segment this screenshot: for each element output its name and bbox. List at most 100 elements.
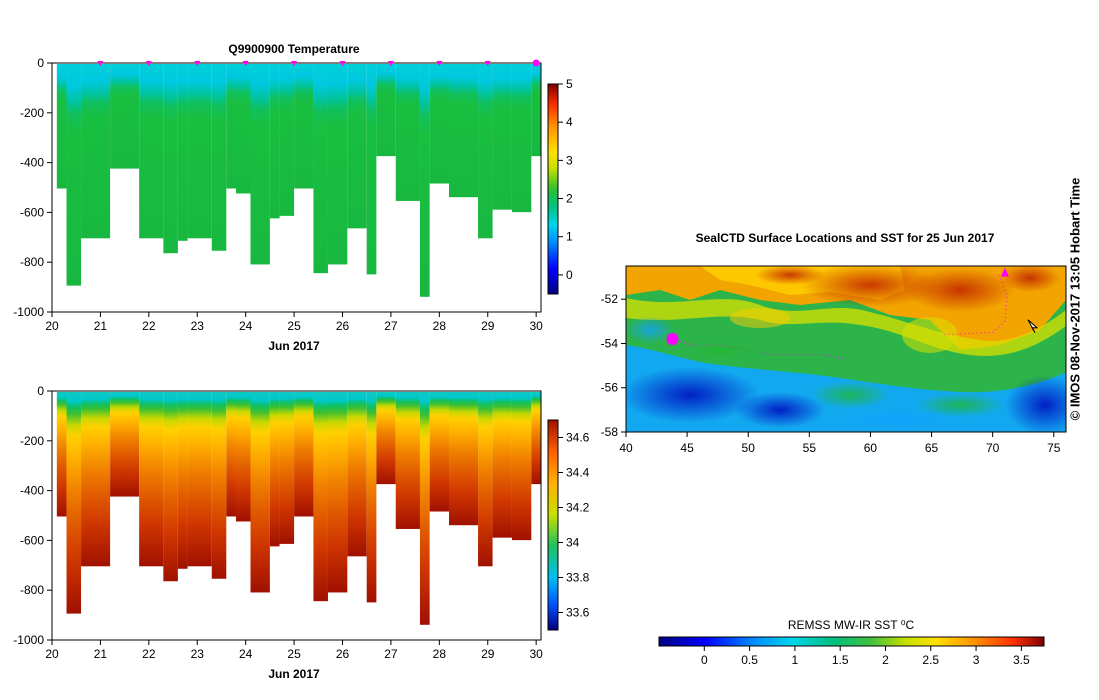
profile-cast: [250, 392, 270, 593]
copyright-note-wrapper: © IMOS 08-Nov-2017 13:05 Hobart Time: [1064, 158, 1086, 440]
y-tick-label: -600: [20, 533, 44, 547]
salinity-section-panel: 20 21 22 23 24 25 26 27 28 29 30 0 -200 -400 -600 -800…: [13, 384, 589, 681]
colorbar-tick-label: 34.6: [566, 431, 590, 445]
x-tick-label: 24: [239, 647, 253, 661]
y-tick-label: -200: [20, 434, 44, 448]
profile-cast: [56, 64, 67, 189]
profile-cast: [531, 392, 541, 485]
sst-colorbar-tick-label: 0.5: [741, 653, 758, 667]
map-longitude-axis: 40 45 50 55 60 65 70 75: [619, 432, 1061, 455]
sst-colorbar-ticks: 0 0.5 1 1.5 2 2.5 3 3.5: [701, 646, 1030, 667]
x-tick-label: 26: [336, 647, 350, 661]
temperature-colorbar: [547, 83, 559, 295]
sst-colorbar-tick-label: 1: [792, 653, 799, 667]
x-tick-label: 21: [94, 319, 108, 333]
lon-tick-label: 70: [986, 441, 1000, 455]
x-tick-label: 24: [239, 319, 253, 333]
profile-cast: [347, 392, 367, 557]
salinity-colorbar-ticks: 33.6 33.8 34 34.2 34.4 34.6: [558, 431, 590, 620]
profile-cast: [139, 392, 164, 567]
temperature-x-axis: 20 21 22 23 24 25 26 27 28 29 30: [45, 312, 543, 333]
x-tick-label: 23: [191, 319, 205, 333]
profile-cast: [211, 392, 227, 579]
profile-cast: [449, 64, 479, 198]
x-tick-label: 26: [336, 319, 350, 333]
profile-cast: [163, 392, 178, 582]
x-tick-label: 29: [481, 319, 495, 333]
colorbar-tick-label: 34: [566, 536, 580, 550]
profile-cast: [187, 64, 212, 239]
temperature-y-axis: 0 -200 -400 -600 -800 -1000: [13, 56, 52, 319]
map-frame: [625, 265, 1067, 433]
profile-cast: [177, 64, 188, 241]
y-tick-label: -400: [20, 156, 44, 170]
sst-colorbar-tick-label: 1.5: [832, 653, 849, 667]
profile-cast: [250, 64, 270, 265]
profile-cast: [269, 64, 280, 219]
colorbar-tick-label: 34.2: [566, 501, 590, 515]
temperature-colorbar-ticks: 0 1 2 3 4 5: [558, 77, 573, 282]
x-tick-label: 28: [433, 647, 447, 661]
profile-cast: [395, 392, 420, 529]
temperature-x-label: Jun 2017: [268, 339, 320, 353]
profile-cast: [163, 64, 178, 254]
profile-cast: [419, 392, 430, 625]
profile-cast: [492, 392, 512, 538]
profile-cast: [211, 64, 227, 251]
colorbar-tick-label: 0: [566, 268, 573, 282]
x-tick-label: 20: [45, 647, 59, 661]
profile-cast: [226, 64, 236, 189]
sst-colorbar-tick-label: 2: [882, 653, 889, 667]
surface-marker: [436, 61, 443, 66]
profile-cast: [187, 392, 212, 567]
x-tick-label: 27: [384, 319, 398, 333]
x-tick-label: 30: [529, 647, 543, 661]
profile-cast: [177, 392, 188, 569]
temperature-section-panel: Q9900900 Temperature 20 21 22 23 24 25 26 27 28 2…: [13, 42, 573, 353]
profile-cast: [347, 64, 367, 229]
sst-map-panel: SealCTD Surface Locations and SST for 25…: [601, 231, 1067, 667]
surface-marker: [97, 61, 104, 66]
lon-tick-label: 50: [742, 441, 756, 455]
seal-location-blob: [666, 333, 679, 346]
map-latitude-axis: -52 -54 -56 -58: [601, 292, 626, 439]
sst-field: [626, 266, 1066, 432]
profile-cast: [429, 64, 450, 184]
profile-cast: [366, 64, 377, 275]
surface-marker: [291, 61, 298, 66]
salinity-plot-frame: [51, 390, 542, 641]
sst-colorbar-tick-label: 0: [701, 653, 708, 667]
profile-cast: [327, 392, 348, 593]
latest-marker: [532, 59, 540, 67]
sst-colorbar-tick-label: 3.5: [1013, 653, 1030, 667]
profile-cast: [81, 392, 111, 567]
lat-tick-label: -58: [601, 425, 619, 439]
salinity-y-axis: 0 -200 -400 -600 -800 -1000: [13, 384, 52, 647]
surface-marker: [242, 61, 249, 66]
lat-tick-label: -54: [601, 336, 619, 350]
lat-tick-label: -56: [601, 381, 619, 395]
surface-marker: [145, 61, 152, 66]
map-tracks: [666, 267, 1039, 360]
profile-cast: [419, 64, 430, 297]
x-tick-label: 22: [142, 647, 156, 661]
colorbar-tick-label: 2: [566, 192, 573, 206]
profile-cast: [511, 64, 532, 213]
sst-colorbar-tick-label: 3: [973, 653, 980, 667]
profile-cast: [492, 64, 512, 210]
sst-colorbar: [658, 636, 1045, 647]
profile-cast: [110, 392, 140, 497]
salinity-x-axis: 20 21 22 23 24 25 26 27 28 29 30: [45, 640, 543, 661]
profile-cast: [226, 392, 236, 517]
profile-cast: [66, 392, 82, 614]
surface-marker: [194, 61, 201, 66]
lat-tick-label: -52: [601, 292, 619, 306]
y-tick-label: 0: [37, 56, 44, 70]
x-tick-label: 20: [45, 319, 59, 333]
profile-cast: [110, 64, 140, 169]
x-tick-label: 25: [287, 319, 301, 333]
x-tick-label: 22: [142, 319, 156, 333]
colorbar-tick-label: 34.4: [566, 466, 590, 480]
profile-cast: [235, 64, 251, 194]
sst-colorbar-label: REMSS MW-IR SST ⁰C: [788, 618, 915, 632]
